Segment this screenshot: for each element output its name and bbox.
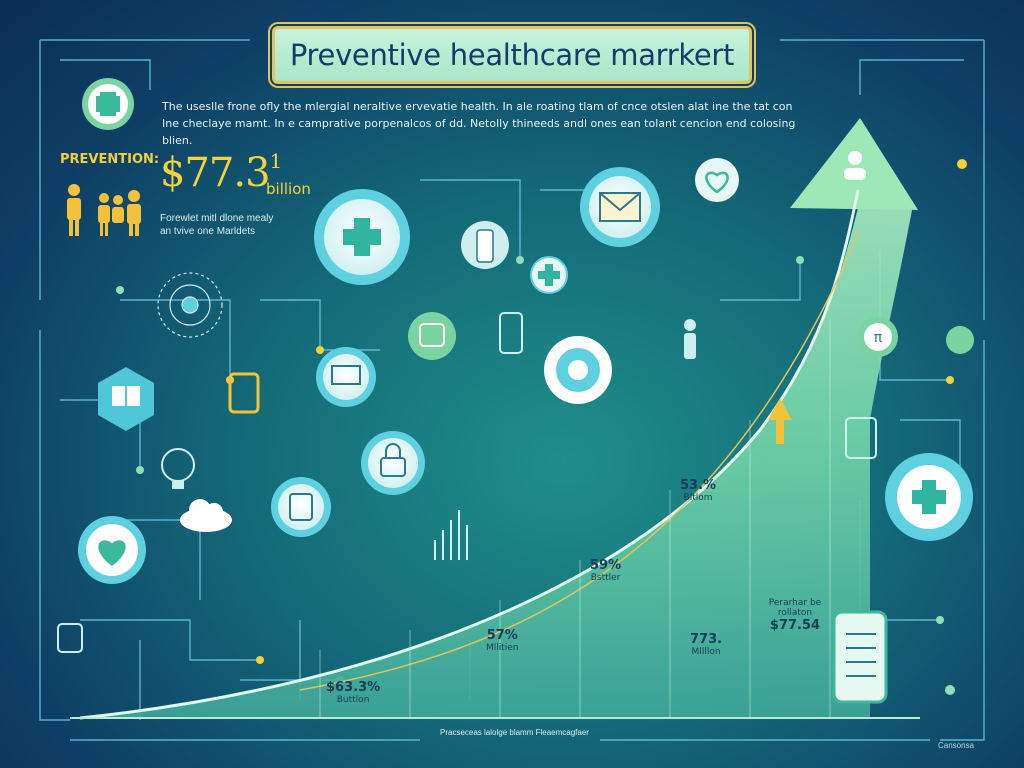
intro-text: The useslle frone ofly the mlergial nera… [162,98,802,149]
stat-3-value: 59% [590,558,622,573]
mail-node [580,167,660,247]
laptop-node [316,347,376,407]
mobile-icon [499,312,523,354]
corner-caption: Cansonsa [938,741,975,750]
prevention-value-number: $77.3 [160,150,271,196]
checklist-icon [832,610,888,704]
stat-5-unit: Mllllon [691,647,721,657]
chat-node [408,312,456,360]
mini-bars-icon [434,510,468,560]
small-tablet-icon [57,623,83,653]
phone-icon [228,372,260,414]
page-title: Preventive healthcare marrkert [289,38,735,72]
stat-1: $63.3% Buttlon [326,680,380,705]
stat-6: Perarhar be rollaton $77.54 [760,598,830,633]
prevention-label: PREVENTION: [60,152,160,167]
stat-3: 59% Bsttler [590,558,621,583]
trend-line-gold [299,229,861,691]
heart-node [78,516,146,584]
lock-node [361,431,425,495]
pi-node: π [858,317,898,357]
stat-1-unit: Buttlon [336,695,370,705]
prevention-note-line-1: Forewlet mitl dlone mealy [160,213,274,224]
plus-badge-top-left [82,78,134,130]
arrow-up-icon [768,398,792,444]
tablet-node [271,477,331,537]
tablet-outline-icon [845,417,877,459]
stat-6-value: $77.54 [769,618,821,633]
person-standing-icon [684,319,696,359]
prevention-value-sup: 1 [269,148,283,173]
stat-3-unit: Bsttler [590,573,621,583]
stat-4-unit: Bltlom [683,493,713,503]
bulb-icon [161,448,195,489]
intro-line-1: The useslle frone ofly the mlergial nera… [162,100,793,113]
cloud-icon [180,499,232,532]
stat-2: 57% Mllitien [486,628,519,653]
prevention-value: $77.31 [160,148,283,196]
stat-4-value: 53.% [680,478,717,493]
prevention-unit: billion [266,180,311,198]
bottle-icon [461,221,509,269]
prevention-note: Forewlet mitl dlone mealy an tvive one M… [160,212,300,238]
title-banner: Preventive healthcare marrkert [272,26,752,84]
plus-node-small [530,256,568,294]
stat-6-unit: Perarhar be rollaton [768,598,822,618]
stat-2-value: 57% [486,628,518,643]
target-icon [157,272,223,338]
intro-line-2: Ine checlaye mamt. In e camprative porpe… [162,117,796,147]
stat-2-unit: Mllitien [486,643,519,653]
family-icon [67,184,141,236]
plus-gear-node-right [885,453,973,541]
plus-node-large [314,189,410,285]
hexagon-window-icon [98,367,154,431]
gear-node-center [544,336,612,404]
curve-gridlines [319,320,831,718]
user-icon [844,151,866,180]
svg-text:π: π [874,330,883,346]
prevention-note-line-2: an tvive one Marldets [160,226,256,237]
stat-5: 773. Mllllon [690,632,722,657]
footer-caption: Pracseceas lalolge blamm Fleaemcagfaer [440,728,589,737]
stat-5-value: 773. [690,632,723,647]
stat-1-value: $63.3% [326,680,381,695]
growth-curve-area [80,200,912,718]
heart-node-small [695,158,739,202]
stat-4: 53.% Bltlom [680,478,716,503]
